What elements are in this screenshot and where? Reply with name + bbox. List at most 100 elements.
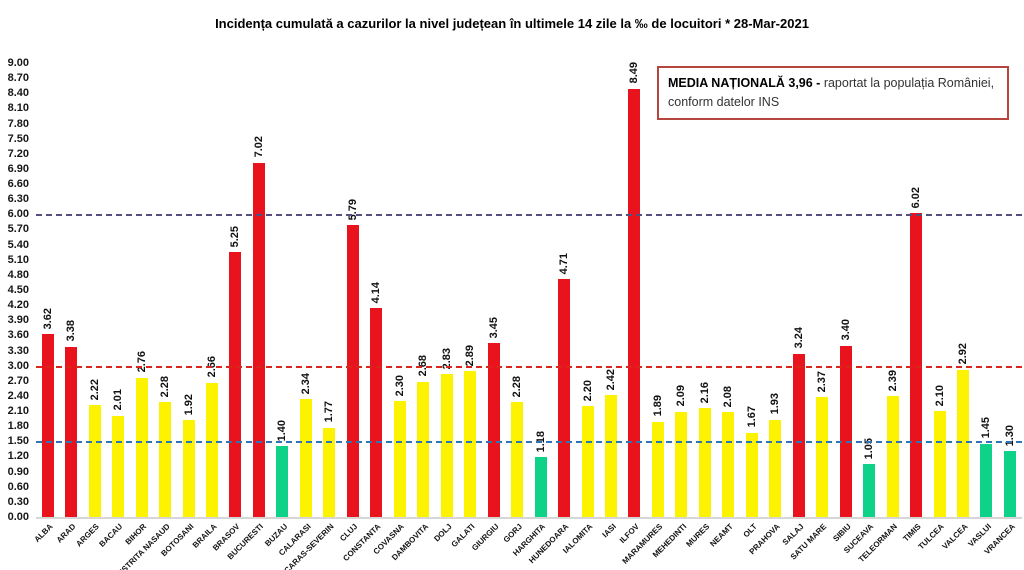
y-axis-tick-label: 3.00 [7,359,29,372]
bar-value-label: 2.28 [159,375,172,397]
bar-slot: 6.02 [904,63,927,517]
bar-tulcea [933,411,946,517]
bar-slot: 3.62 [36,63,59,517]
bar-value-label: 6.02 [910,186,923,209]
bar-brasov [229,252,242,517]
bar-slot: 3.24 [787,63,810,517]
bar-value-label: 1.67 [745,406,758,428]
bar-slot: 2.68 [412,63,435,517]
x-axis-label: ALBA [32,522,55,545]
bar-bucuresti [252,162,265,517]
bar-slot: 2.66 [200,63,223,517]
national-average-text: raportat la populația României, [823,76,995,90]
bar-slot: 1.67 [740,63,763,517]
bar-slot: 5.79 [341,63,364,517]
bar-slot: 2.16 [693,63,716,517]
bar-value-label: 2.37 [816,371,829,393]
bar-value-label: 4.71 [558,253,571,275]
bar-harghita [534,457,547,517]
bar-bistrita-nasaud [159,402,172,517]
y-axis-tick-label: 2.40 [7,389,29,402]
bar-value-label: 3.24 [792,327,805,349]
bar-value-label: 1.93 [769,393,782,415]
bar-slot: 1.45 [975,63,998,517]
x-axis-label: NEAMT [708,522,735,549]
y-axis-tick-label: 8.10 [7,102,29,115]
bar-slot: 7.02 [247,63,270,517]
bar-slot: 2.01 [106,63,129,517]
bar-teleorman [886,396,899,517]
bar-value-label: 2.10 [933,384,946,407]
bar-slot: 2.09 [670,63,693,517]
bar-slot: 4.14 [365,63,388,517]
bar-slot: 3.40 [834,63,857,517]
bar-slot: 2.92 [951,63,974,517]
bar-value-label: 2.92 [957,343,970,365]
bar-value-label: 2.89 [464,344,477,367]
bar-slot: 2.83 [435,63,458,517]
bar-slot: 2.22 [83,63,106,517]
bar-slot: 1.40 [271,63,294,517]
bar-value-label: 1.40 [276,419,289,442]
bar-olt [745,432,758,517]
bar-galati [464,371,477,517]
bar-value-label: 2.34 [299,372,312,394]
chart-title: Incidența cumulată a cazurilor la nivel … [215,16,809,31]
y-axis-tick-label: 6.30 [7,193,29,206]
bar-value-label: 2.30 [393,374,406,396]
y-axis-tick-label: 1.50 [7,435,29,448]
y-axis-tick-label: 0.60 [7,480,29,493]
threshold-line-6 [36,214,1022,217]
bar-calarasi [299,398,312,517]
x-axis-label: MURES [684,522,712,549]
x-axis-label: ARGES [74,522,102,549]
y-axis-tick-label: 7.80 [7,117,29,130]
bar-value-label: 3.38 [65,320,78,342]
bar-botosani [182,420,195,517]
y-axis-tick-label: 7.50 [7,132,29,145]
national-average-annotation: MEDIA NAȚIONALĂ 3,96 - raportat la popul… [657,66,1009,120]
bar-slot: 2.37 [810,63,833,517]
x-axis-label: OLT [741,522,759,540]
x-axis-labels: ALBA ARAD ARGES BACAU BIHOR BISTRITA NASAUD BO… [32,520,1022,570]
bar-arges [88,405,101,517]
y-axis-tick-label: 8.40 [7,87,29,100]
y-axis-tick-label: 4.80 [7,268,29,281]
bar-slot: 1.89 [646,63,669,517]
bar-value-label: 2.28 [511,375,524,397]
bar-slot: 2.89 [458,63,481,517]
bar-value-label: 2.39 [886,370,899,392]
bar-timis [910,213,923,517]
bar-ilfov [628,88,641,517]
bar-value-label: 2.42 [604,368,617,390]
bar-alba [41,334,54,517]
bar-iasi [604,394,617,517]
x-axis-label: VALCEA [940,522,970,552]
bar-value-label: 8.49 [628,62,641,84]
bar-slot: 2.76 [130,63,153,517]
threshold-line-3 [36,365,1022,368]
y-axis-tick-label: 5.10 [7,253,29,266]
bar-caras-severin [323,427,336,517]
bar-cluj [346,224,359,517]
bar-value-label: 2.01 [112,389,125,411]
bar-slot: 1.93 [764,63,787,517]
bar-ialomita [581,406,594,517]
bar-value-label: 2.22 [88,378,101,401]
y-axis-tick-label: 2.10 [7,405,29,418]
bar-buzau [276,446,289,517]
bar-value-label: 1.45 [980,417,993,439]
bar-vaslui [980,443,993,517]
bar-slot: 1.30 [998,63,1021,517]
bar-arad [65,346,78,517]
bar-value-label: 3.40 [839,319,852,341]
bar-mures [698,408,711,517]
bar-giurgiu [487,342,500,517]
bar-slot: 2.28 [153,63,176,517]
threshold-line-1.5 [36,441,1022,444]
bar-slot: 4.71 [552,63,575,517]
bar-prahova [769,419,782,517]
x-axis-label: IASI [600,522,618,540]
bar-slot: 2.30 [388,63,411,517]
bar-slot: 2.20 [576,63,599,517]
